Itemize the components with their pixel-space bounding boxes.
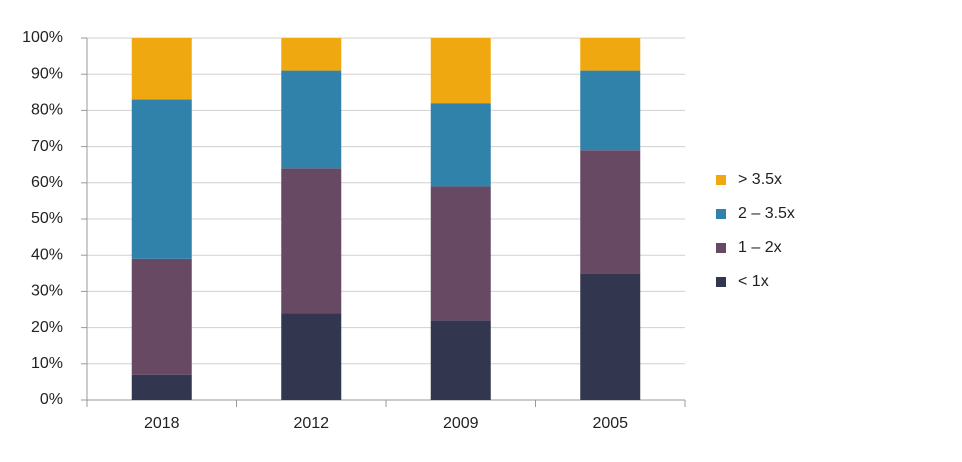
bar-segment (430, 38, 491, 104)
bar-segment (580, 70, 641, 151)
legend-swatch (716, 175, 726, 185)
y-tick-label: 40% (31, 246, 63, 263)
y-tick-label: 20% (31, 319, 63, 336)
bar-segment (131, 374, 192, 400)
legend-label: 1 – 2x (738, 239, 782, 256)
y-tick-label: 100% (22, 29, 63, 46)
y-tick-label: 80% (31, 102, 63, 119)
bar-segment (430, 320, 491, 400)
x-tick-label: 2005 (592, 415, 628, 432)
bar-segment (131, 38, 192, 100)
y-tick-label: 60% (31, 174, 63, 191)
bar-segment (430, 103, 491, 187)
legend-label: < 1x (738, 273, 769, 290)
x-tick-label: 2012 (293, 415, 329, 432)
bar-segment (281, 70, 342, 169)
x-tick-label: 2018 (144, 415, 180, 432)
bar-segment (580, 38, 641, 71)
y-tick-label: 50% (31, 210, 63, 227)
bar-segment (281, 313, 342, 400)
bar-segment (131, 258, 192, 375)
bar-segment (281, 38, 342, 71)
legend-swatch (716, 243, 726, 253)
bar-segment (580, 150, 641, 274)
y-tick-label: 0% (40, 391, 63, 408)
legend-label: > 3.5x (738, 171, 782, 188)
y-tick-label: 30% (31, 283, 63, 300)
y-tick-label: 70% (31, 138, 63, 155)
legend-label: 2 – 3.5x (738, 205, 795, 222)
x-tick-label: 2009 (443, 415, 479, 432)
bar-segment (131, 99, 192, 259)
y-tick-label: 10% (31, 355, 63, 372)
bar-segment (580, 273, 641, 400)
legend-swatch (716, 277, 726, 287)
legend-swatch (716, 209, 726, 219)
y-tick-label: 90% (31, 65, 63, 82)
bar-segment (430, 186, 491, 321)
bar-segment (281, 168, 342, 314)
